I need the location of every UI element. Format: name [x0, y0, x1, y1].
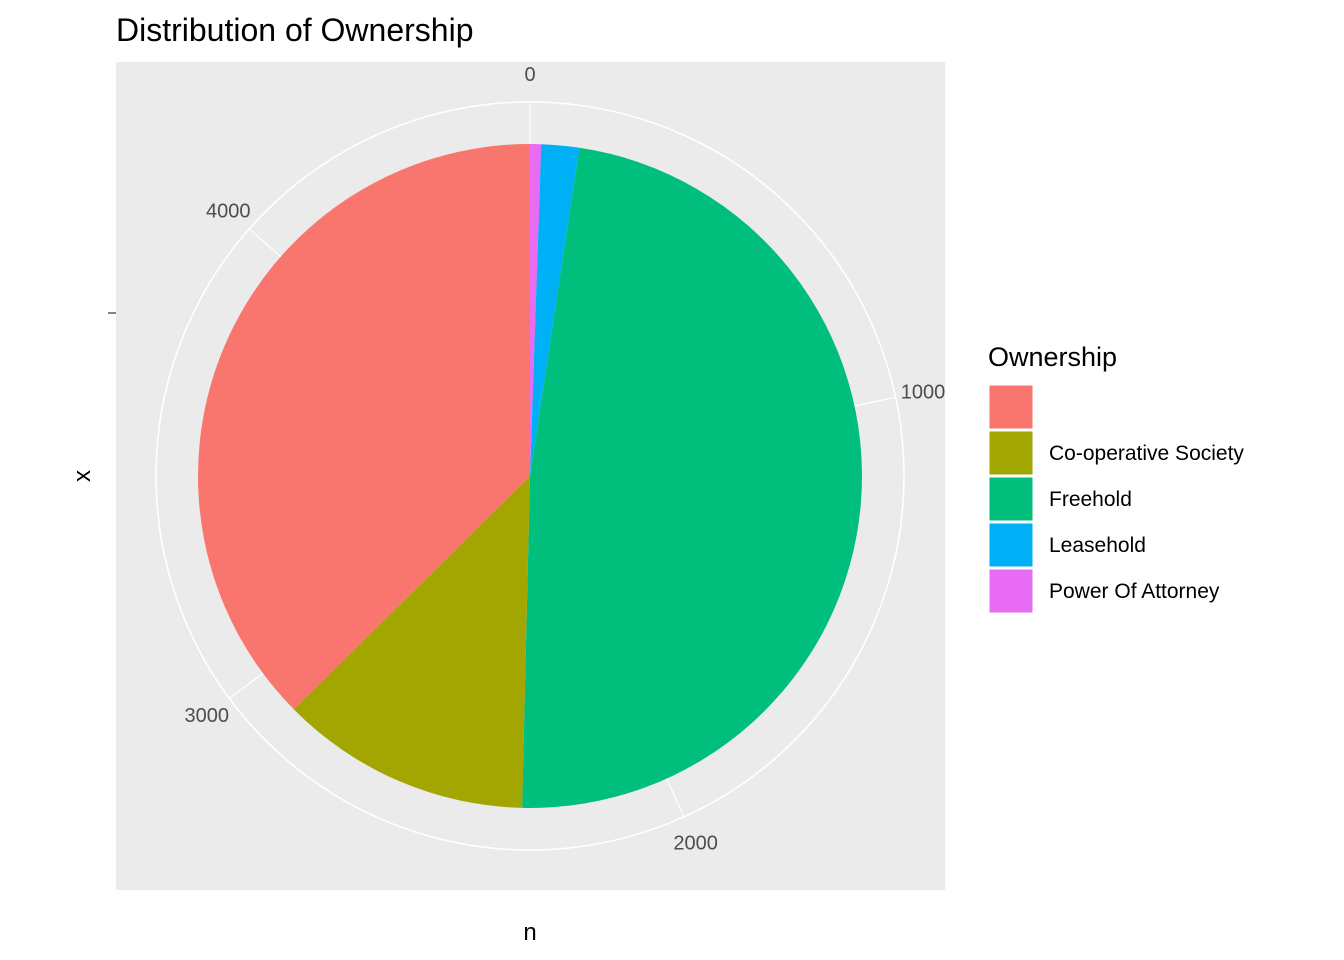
legend-key — [988, 384, 1034, 430]
theta-tick-label: 3000 — [185, 705, 230, 727]
legend-key — [988, 476, 1034, 522]
legend-key — [988, 522, 1034, 568]
legend-label: Freehold — [1049, 488, 1132, 511]
chart-title: Distribution of Ownership — [116, 12, 473, 48]
pie-slice — [530, 144, 580, 476]
theta-tick-label: 0 — [524, 64, 535, 86]
pie-slice — [530, 144, 542, 476]
pie-slice — [293, 476, 530, 808]
x-axis-title: n — [523, 919, 536, 946]
legend-label: Co-operative Society — [1049, 442, 1244, 465]
theta-tick-label: 1000 — [901, 381, 946, 403]
pie-slice — [522, 147, 863, 809]
legend-label: Power Of Attorney — [1049, 580, 1220, 603]
legend-label: Leasehold — [1049, 534, 1146, 557]
y-axis-title: x — [69, 470, 96, 482]
legend-title: Ownership — [988, 342, 1117, 372]
legend: Co-operative Society Freehold Leasehold Pow… — [988, 384, 1244, 614]
theta-tick-label: 2000 — [673, 832, 718, 854]
legend-key — [988, 430, 1034, 476]
theta-tick-labels: 0 1000 2000 3000 4000 — [185, 64, 946, 854]
legend-key — [988, 568, 1034, 614]
pie-slice — [198, 143, 531, 710]
pie-slices — [198, 143, 863, 809]
theta-tick-label: 4000 — [206, 200, 251, 222]
